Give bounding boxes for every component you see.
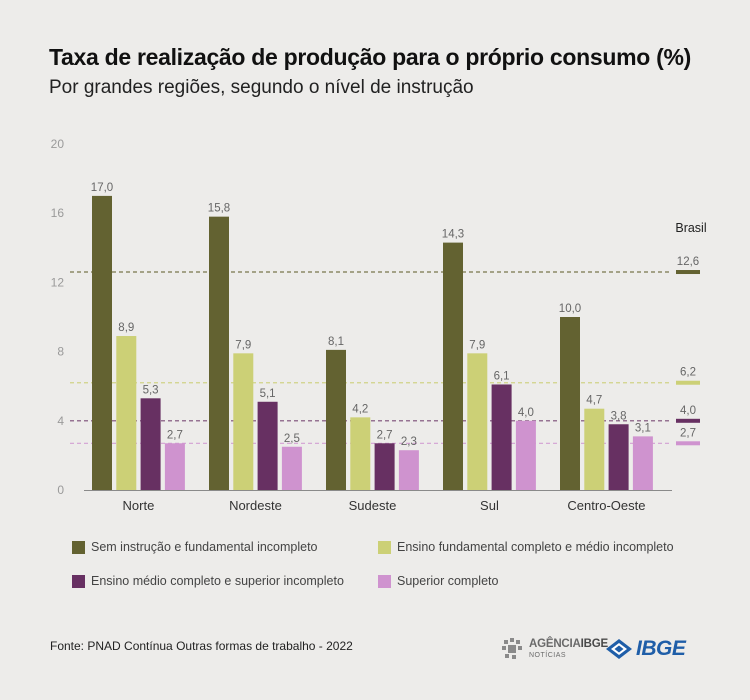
bar-nordeste-s3 xyxy=(257,401,278,490)
bar-value-label: 7,9 xyxy=(469,339,485,351)
bar-value-label: 3,1 xyxy=(635,422,651,434)
agencia-logo-word: AGÊNCIA xyxy=(529,637,581,650)
bar-chart: 0 4 8 12 16 20 17,0 15,8 8,1 14,3 10,0 8,9 7,9 4,2 7,9… xyxy=(51,137,707,513)
bar-value-label: 3,8 xyxy=(611,410,627,422)
y-tick-label: 20 xyxy=(51,137,65,151)
agencia-logo-noticias: NOTÍCIAS xyxy=(529,652,567,660)
y-tick-label: 8 xyxy=(57,345,64,359)
legend-swatch xyxy=(72,574,85,588)
bar-value-label: 7,9 xyxy=(235,339,251,351)
y-tick-label: 0 xyxy=(57,483,64,497)
reference-title: Brasil xyxy=(675,221,706,235)
ibge-logo-icon xyxy=(606,639,632,659)
agencia-logo-ibge: IBGE xyxy=(580,637,609,650)
bar-value-label: 8,1 xyxy=(328,336,344,348)
bar-sudeste-s2 xyxy=(350,417,371,490)
chart-legend: Sem instrução e fundamental incompleto En… xyxy=(72,540,722,600)
bar-norte-s3 xyxy=(140,398,161,490)
legend-label: Sem instrução e fundamental incompleto xyxy=(91,540,318,554)
reference-marker-2 xyxy=(676,380,700,385)
legend-item: Ensino fundamental completo e médio inco… xyxy=(378,540,674,554)
reference-marker-4 xyxy=(676,441,700,446)
reference-value-label: 6,2 xyxy=(680,367,696,379)
bar-value-label: 2,7 xyxy=(167,429,183,441)
x-category-label: Norte xyxy=(123,498,155,513)
legend-swatch xyxy=(72,540,85,554)
bar-value-label: 5,1 xyxy=(260,388,276,400)
bar-value-label: 2,5 xyxy=(284,433,300,445)
bar-sul-s2 xyxy=(467,353,488,490)
bar-nordeste-s1 xyxy=(209,216,229,490)
bar-sul-s4 xyxy=(515,420,536,490)
bar-sudeste-s4 xyxy=(398,450,419,490)
source-note: Fonte: PNAD Contínua Outras formas de tr… xyxy=(50,639,353,653)
bar-value-label: 10,0 xyxy=(559,303,581,315)
bar-centro-oeste-s1 xyxy=(560,317,580,490)
reference-value-label: 2,7 xyxy=(680,427,696,439)
bar-norte-s1 xyxy=(92,195,112,490)
legend-item: Ensino médio completo e superior incompl… xyxy=(72,574,344,588)
legend-label: Ensino médio completo e superior incompl… xyxy=(91,574,344,588)
bar-sudeste-s1 xyxy=(326,349,346,490)
bar-value-label: 5,3 xyxy=(143,384,159,396)
x-category-label: Centro-Oeste xyxy=(567,498,645,513)
bar-sul-s1 xyxy=(443,242,463,490)
bar-value-label: 2,7 xyxy=(377,429,393,441)
y-tick-label: 16 xyxy=(51,206,65,220)
agencia-ibge-logo: AGÊNCIAIBGE NOTÍCIAS xyxy=(502,636,608,662)
bar-value-label: 4,7 xyxy=(586,395,602,407)
chart-subtitle: Por grandes regiões, segundo o nível de … xyxy=(49,77,474,98)
bar-nordeste-s2 xyxy=(233,353,254,490)
x-category-label: Sudeste xyxy=(349,498,397,513)
bar-sul-s3 xyxy=(491,384,512,490)
reference-marker-3 xyxy=(676,418,700,423)
bar-value-label: 4,0 xyxy=(518,407,534,419)
bar-centro-oeste-s2 xyxy=(584,408,605,490)
legend-swatch xyxy=(378,574,391,588)
bar-centro-oeste-s3 xyxy=(608,424,629,490)
bar-value-label: 17,0 xyxy=(91,182,113,194)
legend-swatch xyxy=(378,540,391,554)
bar-nordeste-s4 xyxy=(281,446,302,490)
x-category-label: Sul xyxy=(480,498,499,513)
bar-norte-s2 xyxy=(116,336,137,490)
ibge-logo-text: IBGE xyxy=(636,637,686,660)
reference-value-label: 4,0 xyxy=(680,405,696,417)
bar-centro-oeste-s4 xyxy=(632,436,653,490)
legend-label: Superior completo xyxy=(397,574,499,588)
bar-value-label: 8,9 xyxy=(118,322,134,334)
y-tick-label: 4 xyxy=(57,414,64,428)
x-category-label: Nordeste xyxy=(229,498,282,513)
bar-value-label: 2,3 xyxy=(401,436,417,448)
legend-item: Sem instrução e fundamental incompleto xyxy=(72,540,318,554)
legend-item: Superior completo xyxy=(378,574,498,588)
legend-label: Ensino fundamental completo e médio inco… xyxy=(397,540,674,554)
reference-marker-1 xyxy=(676,270,700,275)
bar-sudeste-s3 xyxy=(374,443,395,490)
ibge-logo: IBGE xyxy=(606,636,686,662)
reference-value-label: 12,6 xyxy=(677,256,699,268)
y-tick-label: 12 xyxy=(51,275,65,289)
chart-title: Taxa de realização de produção para o pr… xyxy=(49,44,691,70)
bar-value-label: 14,3 xyxy=(442,229,464,241)
bar-value-label: 15,8 xyxy=(208,203,230,215)
bar-value-label: 4,2 xyxy=(352,403,368,415)
bar-value-label: 6,1 xyxy=(494,370,510,382)
bar-norte-s4 xyxy=(164,443,185,490)
agencia-logo-icon xyxy=(502,638,524,660)
